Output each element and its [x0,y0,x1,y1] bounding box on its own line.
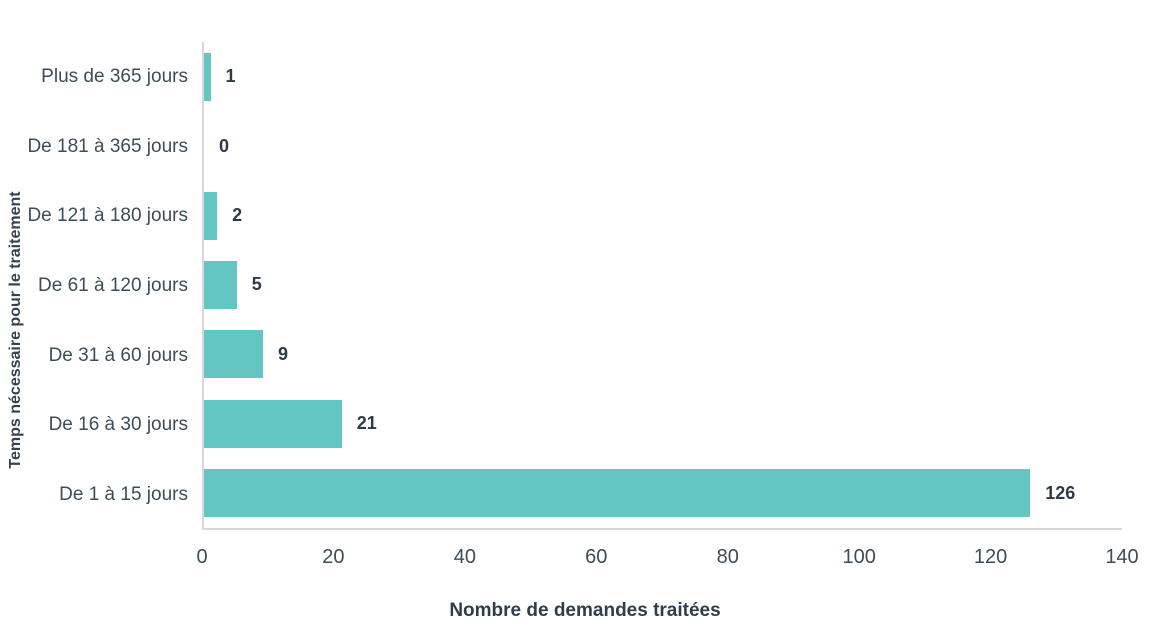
x-tick-label: 80 [716,546,739,568]
bar-row: 1 [204,42,1122,111]
bar-row: 9 [204,320,1122,389]
category-label: De 61 à 120 jours [38,275,188,297]
bar [204,469,1031,518]
bar-value-label: 0 [219,135,230,156]
bar [204,330,263,379]
bar-value-label: 21 [356,413,377,434]
category-label: De 16 à 30 jours [48,414,188,436]
bar-value-label: 126 [1045,482,1076,503]
x-tick-label: 20 [322,546,345,568]
bar-value-label: 5 [251,274,262,295]
bar-row: 126 [204,459,1122,528]
category-label: De 1 à 15 jours [59,484,188,506]
bar-row: 5 [204,250,1122,319]
x-tick-label: 120 [973,546,1008,568]
plot-area: 1 0 2 5 9 21 126 [202,42,1122,530]
category-label: De 31 à 60 jours [48,344,188,366]
bar-row: 21 [204,389,1122,458]
bar [204,260,237,309]
x-tick-label: 140 [1105,546,1139,568]
bar-value-label: 9 [278,343,289,364]
category-label: De 121 à 180 jours [27,205,188,227]
x-tick-label: 60 [585,546,608,568]
category-label: Plus de 365 jours [41,65,188,87]
category-axis: Plus de 365 jours De 181 à 365 jours De 12… [0,42,188,530]
bar-row: 0 [204,111,1122,180]
bar [204,52,211,101]
bar-row: 2 [204,181,1122,250]
bar [204,399,342,448]
category-label: De 181 à 365 jours [27,135,188,157]
bar-value-label: 1 [225,66,236,87]
x-axis-ticks: 0 20 40 60 80 100 120 140 [196,530,1138,575]
x-tick-label: 0 [196,546,208,568]
x-tick-label: 100 [842,546,876,568]
bar [204,191,218,240]
x-tick-label: 40 [453,546,476,568]
bar-value-label: 2 [232,205,243,226]
x-axis-title: Nombre de demandes traitées [449,600,721,621]
